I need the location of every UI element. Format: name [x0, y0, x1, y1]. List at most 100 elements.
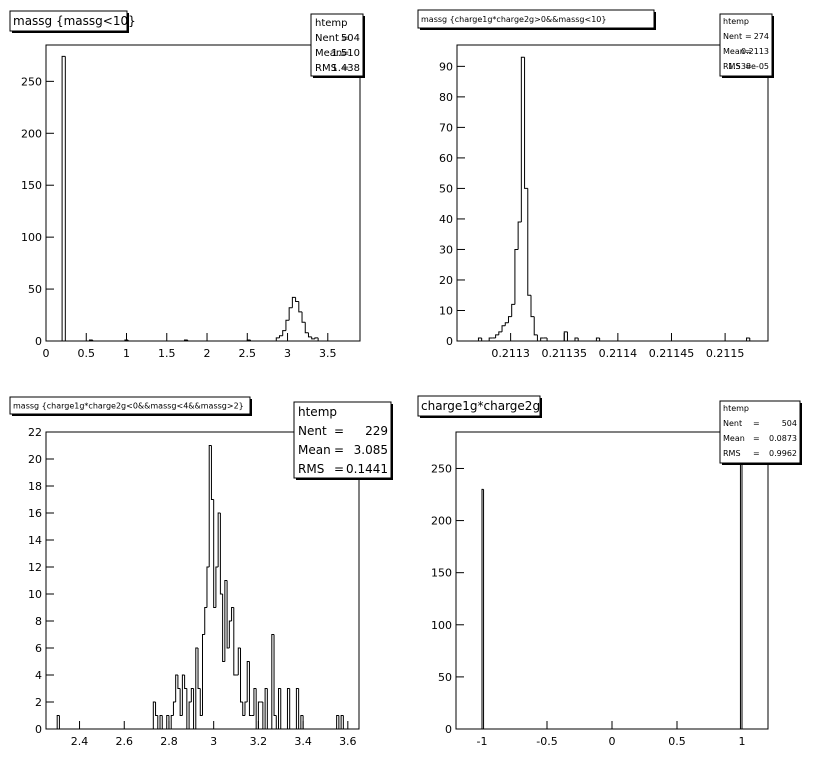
- histogram-bin: [92, 339, 125, 342]
- stats-entries-label: Nent: [298, 424, 327, 438]
- x-tick-label: 3: [210, 735, 217, 748]
- chart-title: massg {massg<10}: [13, 14, 136, 28]
- x-tick-label: 3.4: [294, 735, 312, 748]
- histogram-bin: [527, 188, 531, 296]
- x-tick-label: 1: [123, 347, 130, 360]
- histogram-bin: [187, 339, 248, 342]
- histogram-bin: [202, 634, 205, 716]
- histogram-bin: [307, 332, 312, 338]
- histogram-bin: [64, 56, 90, 342]
- histogram-bin: [240, 648, 243, 703]
- y-tick-label: 14: [28, 534, 42, 547]
- x-tick-label: 0: [609, 735, 616, 748]
- histogram-bin: [242, 702, 245, 716]
- histogram-bin: [224, 580, 228, 662]
- y-tick-label: 20: [439, 274, 453, 287]
- stats-mean-value: 0.2113: [741, 47, 769, 56]
- stats-equals: =: [334, 424, 344, 438]
- stats-rms-label: RMS: [723, 62, 741, 71]
- histogram-bin: [520, 56, 525, 222]
- x-tick-label: -1: [477, 735, 488, 748]
- y-tick-label: 30: [439, 243, 453, 256]
- stats-entries-label: Nent: [315, 33, 339, 44]
- x-tick-label: 1.5: [158, 347, 176, 360]
- x-tick-label: 0.2114: [599, 347, 638, 360]
- histogram-bin: [278, 335, 283, 338]
- stats-rms-value: 0.9962: [769, 449, 797, 458]
- histogram-bin: [188, 701, 192, 729]
- histogram-bin: [501, 325, 506, 332]
- histogram-bin: [514, 248, 519, 305]
- stats-equals: =: [753, 449, 760, 458]
- y-tick-label: 0: [35, 335, 42, 348]
- stats-equals: =: [753, 434, 760, 443]
- histogram-bin: [271, 634, 275, 729]
- histogram-bin: [226, 580, 230, 649]
- x-tick-label: 3.5: [319, 347, 337, 360]
- histogram-bin: [177, 675, 181, 689]
- y-tick-label: 10: [28, 588, 42, 601]
- stats-name: htemp: [298, 405, 337, 419]
- histogram-bin: [314, 337, 319, 339]
- histogram-bin: [222, 594, 225, 662]
- y-tick-label: 150: [21, 179, 42, 192]
- histogram-bin: [213, 499, 216, 608]
- stats-name: htemp: [723, 404, 749, 413]
- histogram-bin: [275, 715, 279, 730]
- x-tick-label: 2.5: [239, 347, 257, 360]
- stats-rms-label: RMS: [315, 63, 337, 74]
- title-box: [417, 9, 655, 29]
- y-tick-label: 0: [35, 723, 42, 736]
- y-tick-label: 200: [21, 127, 42, 140]
- histogram-bin: [206, 566, 210, 608]
- y-tick-label: 16: [28, 507, 42, 520]
- x-tick-label: 0.21135: [541, 347, 587, 360]
- histogram-bin: [483, 489, 741, 730]
- histogram-panel-2: 0.2113 0.21135 0.2114 0.21145 0.2115 0 10 20 30 4…: [417, 9, 774, 360]
- stats-equals: =: [745, 47, 752, 56]
- histogram-bin: [244, 701, 248, 716]
- y-tick-label: 250: [21, 75, 42, 88]
- x-tick-label: 2.8: [160, 735, 178, 748]
- histogram-bin: [155, 702, 158, 716]
- histogram-bin: [190, 688, 194, 702]
- stats-equals: =: [341, 33, 349, 44]
- histogram-bin: [217, 512, 221, 567]
- histogram-bin: [595, 337, 600, 341]
- x-tick-label: 2.6: [116, 735, 134, 748]
- histogram-bin: [262, 702, 266, 730]
- histogram-bin: [340, 715, 344, 729]
- histogram-bin: [255, 688, 259, 730]
- histogram-bin: [58, 715, 154, 730]
- histogram-bin: [175, 674, 178, 702]
- histogram-bin: [295, 688, 299, 729]
- histogram-bin: [195, 647, 199, 729]
- histogram-bin: [498, 331, 503, 335]
- histogram-bin: [301, 311, 306, 323]
- histogram-bin: [599, 337, 747, 342]
- histogram-bin: [746, 337, 750, 341]
- stats-equals: =: [753, 419, 760, 428]
- histogram-bin: [215, 566, 219, 608]
- y-tick-label: 50: [439, 182, 453, 195]
- histogram-bin: [278, 688, 281, 729]
- stats-name: htemp: [315, 18, 348, 29]
- histogram-bin: [61, 55, 66, 341]
- histogram-bin: [481, 337, 490, 342]
- histogram-bin: [574, 337, 579, 341]
- histogram-bin: [533, 316, 538, 336]
- histogram-bin: [199, 688, 203, 716]
- histogram-bin: [233, 607, 237, 676]
- histogram-bin: [273, 634, 277, 716]
- x-tick-label: 0.2115: [706, 347, 745, 360]
- histogram-bin: [311, 336, 315, 340]
- histogram-bin: [336, 715, 339, 729]
- histogram-bin: [488, 337, 493, 341]
- stats-mean-value: 1.510: [331, 48, 360, 59]
- histogram-bin: [159, 715, 163, 729]
- histogram-bin: [197, 648, 201, 689]
- histogram-bin: [172, 701, 176, 716]
- histogram-bin: [481, 488, 484, 729]
- stats-entries-label: Nent: [723, 419, 742, 428]
